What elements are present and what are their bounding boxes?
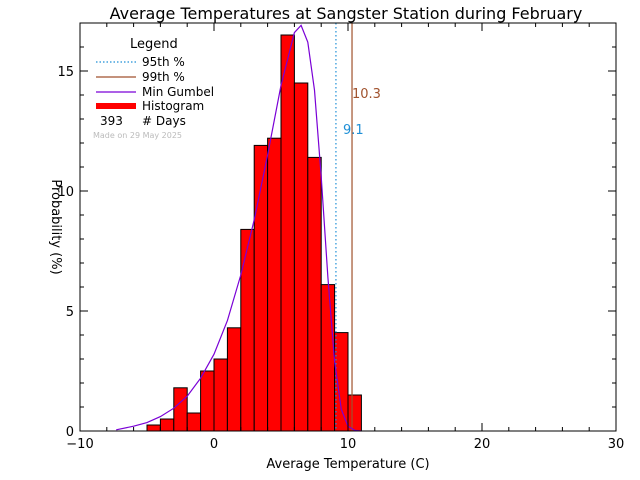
legend-title: Legend	[130, 37, 178, 52]
p95-value-label: 9.1	[343, 123, 364, 138]
gumbel-curve	[116, 24, 362, 432]
y-tick-label: 0	[66, 425, 74, 440]
histogram-bar	[146, 424, 161, 432]
y-tick-label: 5	[66, 305, 74, 320]
p99-value-label: 10.3	[352, 87, 381, 102]
histogram-bar	[347, 394, 362, 432]
x-tick-label: 10	[340, 437, 357, 452]
histogram-bar	[293, 82, 309, 432]
legend-gumbel-label: Min Gumbel	[142, 85, 214, 99]
x-tick-label: 30	[608, 437, 625, 452]
histogram-bar	[186, 412, 202, 432]
made-on-watermark: Made on 29 May 2025	[93, 131, 182, 140]
y-axis-label: Probability (%)	[48, 179, 63, 274]
histogram-bar	[173, 387, 188, 432]
histogram-bar	[280, 34, 295, 432]
legend-histogram-label: Histogram	[142, 99, 204, 113]
chart-title: Average Temperatures at Sangster Station…	[110, 4, 583, 23]
histogram-bar	[320, 284, 336, 432]
legend: Legend 95th % 99th % Min Gumbel Histogra…	[93, 37, 214, 140]
histogram-bar	[159, 418, 175, 432]
histogram-bar	[334, 332, 349, 432]
x-axis-label: Average Temperature (C)	[266, 457, 429, 472]
x-axis-ticks: −10 0 10 20 30	[66, 23, 624, 452]
legend-days-count: 393	[100, 114, 123, 128]
histogram-bar	[307, 156, 322, 432]
y-tick-label: 10	[57, 185, 74, 200]
x-tick-label: 20	[474, 437, 491, 452]
histogram-bar	[226, 327, 242, 432]
x-tick-label: 0	[210, 437, 218, 452]
histogram-bar	[267, 137, 282, 432]
legend-p95-label: 95th %	[142, 55, 185, 69]
gumbel-curve-group	[116, 24, 362, 432]
y-tick-label: 15	[57, 65, 74, 80]
histogram-bars	[146, 34, 362, 432]
histogram-bar	[200, 370, 215, 432]
x-tick-label: −10	[66, 437, 93, 452]
legend-days-label: # Days	[142, 114, 186, 128]
y-axis-ticks: 0 5 10 15	[57, 46, 616, 440]
legend-p99-label: 99th %	[142, 70, 185, 84]
histogram-bar	[213, 358, 228, 432]
histogram-bar	[240, 228, 255, 432]
